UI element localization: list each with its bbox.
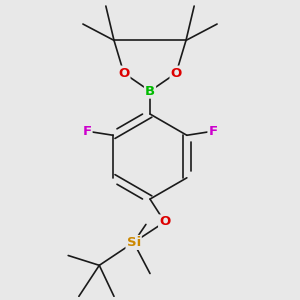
Text: O: O (118, 67, 130, 80)
Text: O: O (170, 67, 182, 80)
Text: Si: Si (127, 236, 141, 249)
Text: O: O (159, 215, 170, 229)
Text: F: F (208, 125, 217, 138)
Text: B: B (145, 85, 155, 98)
Text: F: F (82, 125, 91, 138)
